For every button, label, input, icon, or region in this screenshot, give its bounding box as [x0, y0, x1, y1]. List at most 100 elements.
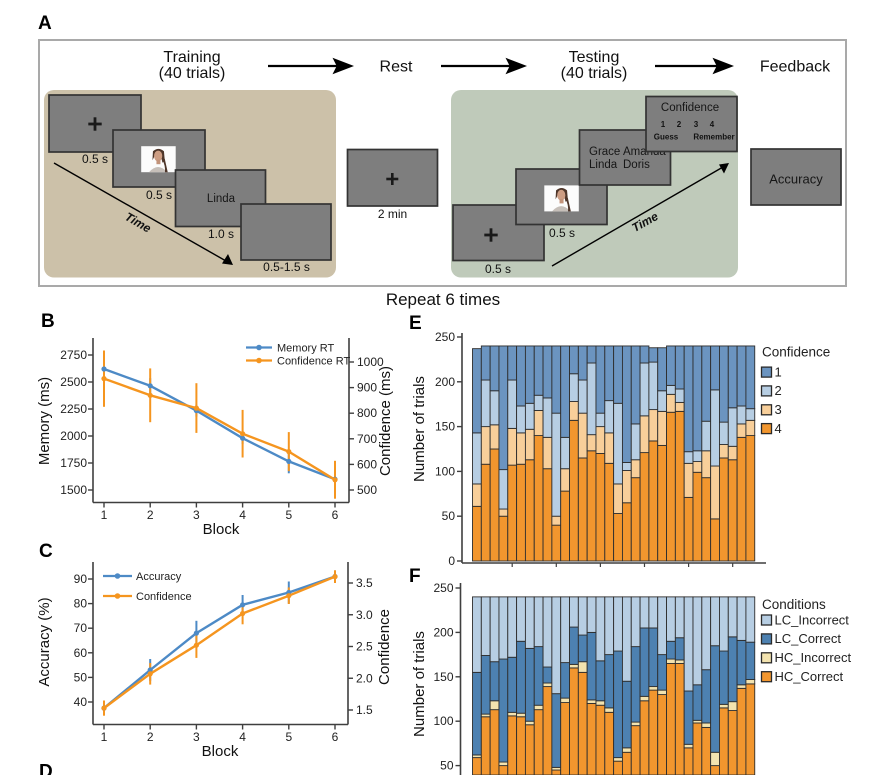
svg-text:150: 150 [435, 420, 455, 434]
svg-text:Linda: Linda [589, 159, 618, 171]
svg-text:Rest: Rest [380, 59, 413, 76]
svg-text:Linda: Linda [207, 193, 236, 205]
svg-text:3: 3 [193, 730, 200, 744]
svg-text:Number of trials: Number of trials [411, 631, 428, 737]
svg-text:Confidence: Confidence [661, 102, 719, 114]
svg-text:Confidence: Confidence [136, 591, 192, 603]
svg-text:Confidence: Confidence [376, 609, 393, 685]
svg-text:1500: 1500 [60, 483, 87, 497]
svg-text:Confidence RT: Confidence RT [277, 356, 350, 368]
svg-text:Conditions: Conditions [762, 597, 826, 612]
svg-text:50: 50 [74, 670, 88, 684]
svg-text:1750: 1750 [60, 456, 87, 470]
svg-text:100: 100 [433, 714, 453, 728]
svg-text:2.0: 2.0 [356, 671, 373, 685]
svg-text:0.5-1.5 s: 0.5-1.5 s [263, 260, 310, 274]
svg-text:Guess: Guess [654, 133, 679, 142]
svg-text:800: 800 [357, 406, 377, 420]
svg-text:B: B [41, 311, 55, 332]
svg-text:0.5 s: 0.5 s [485, 262, 511, 276]
svg-text:2: 2 [677, 120, 682, 129]
svg-text:500: 500 [357, 483, 377, 497]
svg-text:4: 4 [239, 730, 246, 744]
svg-text:F: F [409, 566, 421, 587]
svg-text:70: 70 [74, 621, 88, 635]
svg-text:2000: 2000 [60, 429, 87, 443]
svg-text:Memory RT: Memory RT [277, 343, 335, 355]
svg-text:A: A [38, 13, 52, 34]
svg-text:2: 2 [147, 508, 154, 522]
svg-text:Feedback: Feedback [760, 59, 831, 76]
svg-text:250: 250 [435, 330, 455, 344]
svg-text:D: D [39, 762, 53, 775]
svg-text:Testing: Testing [569, 49, 620, 66]
svg-text:2 min: 2 min [378, 207, 407, 221]
svg-text:Accuracy (%): Accuracy (%) [36, 597, 53, 686]
svg-text:Grace: Grace [589, 146, 620, 158]
svg-text:1: 1 [661, 120, 666, 129]
svg-text:Repeat 6 times: Repeat 6 times [386, 290, 500, 309]
svg-text:150: 150 [433, 670, 453, 684]
svg-text:80: 80 [74, 597, 88, 611]
svg-text:0.5 s: 0.5 s [82, 152, 108, 166]
svg-text:Confidence: Confidence [762, 345, 830, 360]
svg-text:1: 1 [101, 730, 108, 744]
svg-text:Accuracy: Accuracy [769, 172, 823, 187]
svg-text:90: 90 [74, 572, 88, 586]
svg-text:Block: Block [202, 743, 239, 760]
svg-text:HC_Correct: HC_Correct [775, 669, 844, 684]
svg-text:4: 4 [775, 421, 782, 436]
svg-text:Confidence (ms): Confidence (ms) [377, 366, 394, 476]
svg-text:4: 4 [239, 508, 246, 522]
svg-text:3.5: 3.5 [356, 576, 373, 590]
svg-text:3: 3 [193, 508, 200, 522]
svg-text:2750: 2750 [60, 348, 87, 362]
svg-text:Number of trials: Number of trials [411, 376, 428, 482]
svg-text:1.5: 1.5 [356, 703, 373, 717]
svg-text:60: 60 [74, 646, 88, 660]
svg-text:E: E [409, 313, 422, 334]
svg-text:2.5: 2.5 [356, 640, 373, 654]
svg-text:2: 2 [775, 383, 782, 398]
svg-text:5: 5 [285, 508, 292, 522]
svg-text:2500: 2500 [60, 375, 87, 389]
svg-text:200: 200 [433, 625, 453, 639]
svg-text:2250: 2250 [60, 402, 87, 416]
svg-text:LC_Incorrect: LC_Incorrect [775, 612, 850, 627]
svg-text:1: 1 [775, 364, 782, 379]
svg-text:40: 40 [74, 695, 88, 709]
svg-text:Memory (ms): Memory (ms) [36, 377, 53, 465]
svg-text:0: 0 [448, 554, 455, 568]
svg-text:200: 200 [435, 375, 455, 389]
svg-text:3.0: 3.0 [356, 608, 373, 622]
svg-text:0.5 s: 0.5 s [549, 226, 575, 240]
svg-text:6: 6 [332, 508, 339, 522]
svg-text:1000: 1000 [357, 355, 384, 369]
svg-text:C: C [39, 541, 53, 562]
svg-text:250: 250 [433, 581, 453, 595]
svg-text:1: 1 [101, 508, 108, 522]
svg-text:Training: Training [163, 49, 220, 66]
svg-text:100: 100 [435, 464, 455, 478]
svg-text:(40 trials): (40 trials) [159, 65, 226, 82]
svg-text:5: 5 [285, 730, 292, 744]
svg-text:4: 4 [710, 120, 715, 129]
svg-text:50: 50 [440, 759, 454, 773]
svg-text:700: 700 [357, 432, 377, 446]
svg-text:Doris: Doris [623, 159, 650, 171]
svg-text:6: 6 [332, 730, 339, 744]
svg-text:2: 2 [147, 730, 154, 744]
svg-text:0.5 s: 0.5 s [146, 188, 172, 202]
svg-text:HC_Incorrect: HC_Incorrect [775, 650, 852, 665]
svg-text:3: 3 [694, 120, 699, 129]
svg-text:50: 50 [442, 509, 456, 523]
svg-text:600: 600 [357, 457, 377, 471]
svg-text:3: 3 [775, 402, 782, 417]
svg-text:Accuracy: Accuracy [136, 571, 182, 583]
svg-text:Block: Block [203, 521, 240, 538]
svg-text:1.0 s: 1.0 s [208, 227, 234, 241]
svg-text:900: 900 [357, 381, 377, 395]
svg-text:Remember: Remember [693, 133, 734, 142]
svg-text:LC_Correct: LC_Correct [775, 631, 842, 646]
svg-text:(40 trials): (40 trials) [561, 65, 628, 82]
